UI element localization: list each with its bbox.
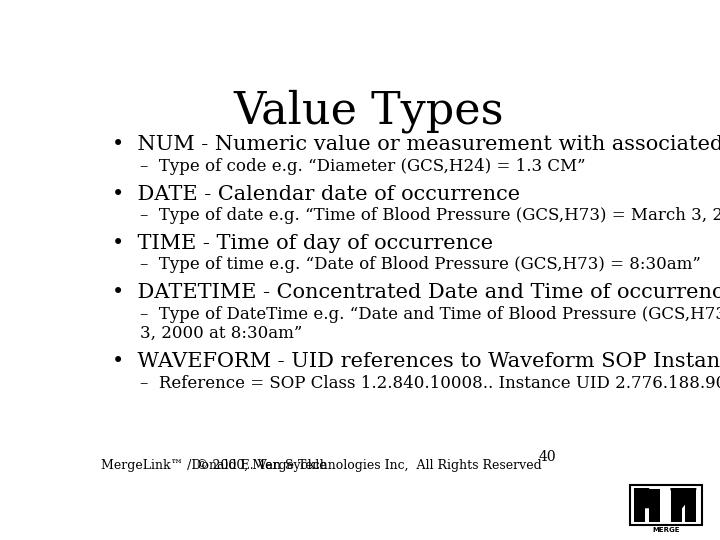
Bar (629, 485, 703, 525)
Text: 40: 40 (539, 450, 557, 464)
Polygon shape (671, 489, 696, 508)
Bar (671, 489, 682, 522)
Text: •  NUM - Numeric value or measurement with associated units: • NUM - Numeric value or measurement wit… (112, 136, 720, 154)
Bar (634, 489, 645, 522)
Text: –  Type of time e.g. “Date of Blood Pressure (GCS,H73) = 8:30am”: – Type of time e.g. “Date of Blood Press… (140, 256, 701, 273)
Polygon shape (634, 489, 654, 508)
Text: © 2000, Merge Technologies Inc,  All Rights Reserved: © 2000, Merge Technologies Inc, All Righ… (196, 460, 542, 472)
Text: MERGE: MERGE (652, 526, 680, 533)
Text: –  Type of date e.g. “Time of Blood Pressure (GCS,H73) = March 3, 2000”: – Type of date e.g. “Time of Blood Press… (140, 207, 720, 225)
Text: •  TIME - Time of day of occurrence: • TIME - Time of day of occurrence (112, 234, 493, 253)
Text: –  Reference = SOP Class 1.2.840.10008.. Instance UID 2.776.188.903..: – Reference = SOP Class 1.2.840.10008.. … (140, 375, 720, 392)
Bar (649, 489, 660, 522)
Text: •  DATETIME - Concentrated Date and Time of occurrence: • DATETIME - Concentrated Date and Time … (112, 282, 720, 302)
Text: –  Type of DateTime e.g. “Date and Time of Blood Pressure (GCS,H73) = March
3, 2: – Type of DateTime e.g. “Date and Time o… (140, 306, 720, 342)
Bar (685, 489, 696, 522)
Text: •  WAVEFORM - UID references to Waveform SOP Instances: • WAVEFORM - UID references to Waveform … (112, 352, 720, 370)
Text: •  DATE - Calendar date of occurrence: • DATE - Calendar date of occurrence (112, 185, 521, 204)
Text: MergeLink™ /Donald E. Van Syckle: MergeLink™ /Donald E. Van Syckle (101, 460, 327, 472)
Text: Value Types: Value Types (234, 90, 504, 133)
Text: –  Type of code e.g. “Diameter (GCS,H24) = 1.3 CM”: – Type of code e.g. “Diameter (GCS,H24) … (140, 158, 586, 176)
